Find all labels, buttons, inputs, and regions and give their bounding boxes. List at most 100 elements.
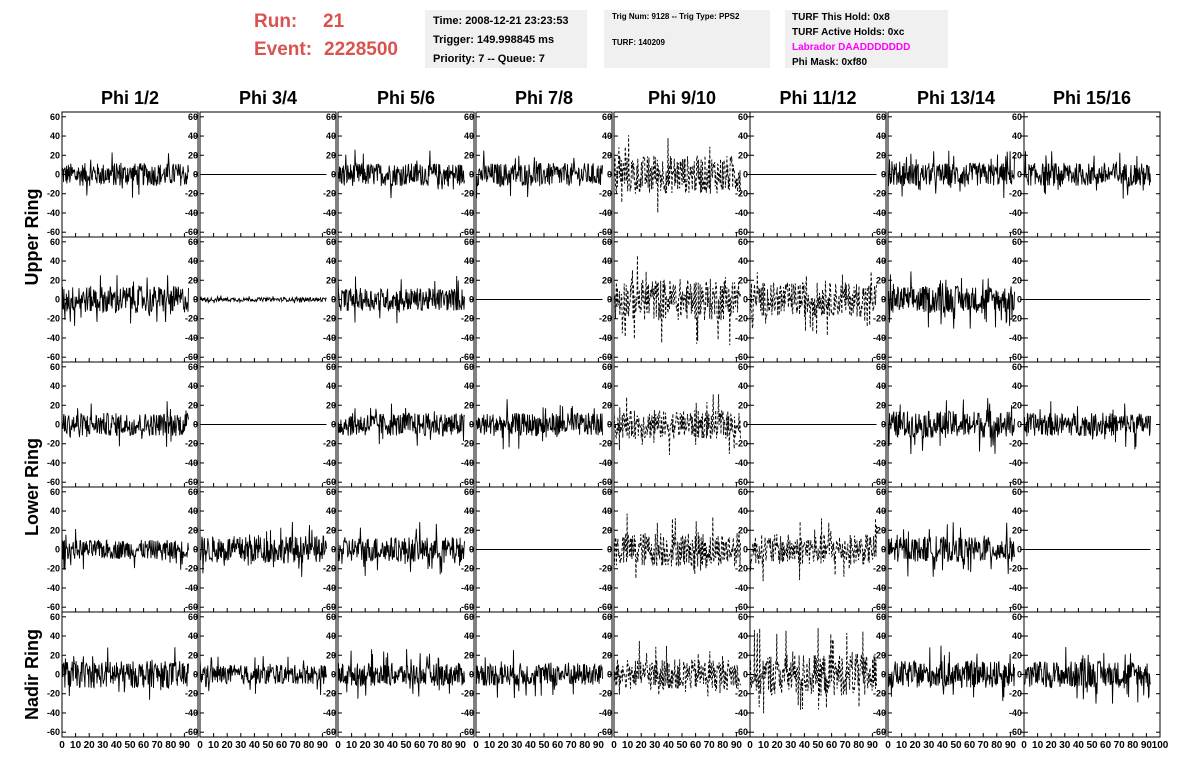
event-header: Run: 21 Event: 2228500 Time: 2008-12-21 23… (0, 0, 1196, 80)
y-tick-label: 60 (1012, 612, 1022, 622)
waveform-trace (199, 656, 327, 696)
y-tick-label: 40 (50, 131, 60, 141)
y-tick-label: 20 (738, 150, 748, 160)
y-tick-label: 40 (602, 506, 612, 516)
waveform-trace (337, 403, 465, 446)
y-tick-label: 20 (50, 525, 60, 535)
phi-mask-text: Phi Mask: 0xf80 (792, 57, 868, 68)
y-tick-label: 60 (602, 237, 612, 247)
x-tick-label: 80 (579, 740, 591, 751)
waveform-panel: -60 -40 -20 0 20 40 60 (323, 111, 475, 238)
y-tick-label: 0 (743, 670, 748, 680)
waveform-trace (887, 645, 1015, 702)
y-tick-label: 0 (331, 670, 336, 680)
waveform-panel: -60 -40 -20 0 20 40 60 (735, 486, 887, 613)
waveform-trace (1023, 401, 1151, 450)
y-tick-label: 20 (50, 275, 60, 285)
x-tick-label: 0 (611, 740, 617, 751)
y-tick-label: -20 (599, 189, 612, 199)
waveform-panel: -60 -40 -20 0 20 40 60 (873, 361, 1025, 488)
turf-num-text: TURF: 140209 (612, 38, 665, 47)
x-tick-label: 0 (885, 740, 891, 751)
y-tick-label: 0 (469, 420, 474, 430)
y-tick-label: -20 (1009, 564, 1022, 574)
x-tick-label: 0 (59, 740, 65, 751)
priority-text: Priority: 7 -- Queue: 7 (433, 53, 545, 65)
run-event-block: Run: 21 Event: 2228500 (254, 8, 398, 64)
y-tick-label: 60 (326, 112, 336, 122)
waveform-panel: -60 -40 -20 0 20 40 60 (185, 111, 337, 238)
waveform-panel: -60 -40 -20 0 20 40 60 (1009, 361, 1161, 488)
waveform-panel: -60 -40 -20 0 20 40 60 (323, 611, 475, 738)
waveform-trace (337, 149, 465, 199)
waveform-panel: -60 -40 -20 0 20 40 60 (599, 111, 751, 238)
y-tick-label: -40 (873, 208, 886, 218)
ring-label: Nadir Ring (22, 629, 42, 720)
y-tick-label: 20 (876, 400, 886, 410)
x-tick-label: 40 (663, 740, 675, 751)
y-tick-label: 60 (50, 112, 60, 122)
y-tick-label: 60 (738, 362, 748, 372)
x-tick-label: 50 (1086, 740, 1098, 751)
waveform-panel: -60 -40 -20 0 20 40 60 (323, 486, 475, 613)
y-tick-label: 20 (1012, 525, 1022, 535)
y-tick-label: 60 (326, 237, 336, 247)
x-tick-label: 80 (1127, 740, 1139, 751)
y-tick-label: 60 (876, 362, 886, 372)
x-tick-label: 70 (704, 740, 716, 751)
y-tick-label: 40 (50, 381, 60, 391)
y-tick-label: 20 (464, 650, 474, 660)
x-tick-label: 0 (1021, 740, 1027, 751)
y-tick-label: 40 (188, 506, 198, 516)
y-tick-label: 20 (50, 400, 60, 410)
x-tick-label: 80 (717, 740, 729, 751)
x-tick-label: 10 (896, 740, 908, 751)
y-tick-label: -60 (185, 352, 198, 362)
y-tick-label: 40 (602, 381, 612, 391)
waveform-trace (1023, 151, 1151, 199)
y-tick-label: 0 (193, 670, 198, 680)
waveform-trace (613, 394, 741, 455)
y-tick-label: -40 (47, 333, 60, 343)
y-tick-label: -60 (323, 602, 336, 612)
x-tick-label: 0 (473, 740, 479, 751)
y-tick-label: 60 (876, 237, 886, 247)
x-tick-label: 60 (1100, 740, 1112, 751)
y-tick-label: 60 (1012, 237, 1022, 247)
y-tick-label: 40 (188, 131, 198, 141)
y-tick-label: -60 (599, 602, 612, 612)
y-tick-label: 60 (464, 362, 474, 372)
y-tick-label: -60 (47, 727, 60, 737)
y-tick-label: 60 (326, 612, 336, 622)
waveform-panel: -60 -40 -20 0 20 40 60 (873, 236, 1025, 363)
y-tick-label: -60 (873, 727, 886, 737)
x-tick-label: 90 (179, 740, 191, 751)
y-tick-label: -60 (461, 477, 474, 487)
waveform-panel: -60 -40 -20 0 20 40 60 (873, 486, 1025, 613)
y-tick-label: 20 (464, 525, 474, 535)
y-tick-label: -20 (185, 439, 198, 449)
y-tick-label: 0 (607, 170, 612, 180)
y-tick-label: -60 (185, 602, 198, 612)
waveform-panel: -60 -40 -20 0 20 40 60 (47, 361, 199, 488)
y-tick-label: 0 (469, 295, 474, 305)
y-tick-label: -40 (735, 458, 748, 468)
y-tick-label: -60 (873, 602, 886, 612)
y-tick-label: 20 (738, 275, 748, 285)
y-tick-label: 60 (602, 612, 612, 622)
y-tick-label: -40 (599, 583, 612, 593)
y-tick-label: -40 (599, 708, 612, 718)
waveform-panel: -60 -40 -20 0 20 40 60 (323, 361, 475, 488)
y-tick-label: 40 (326, 256, 336, 266)
x-tick-label: 50 (812, 740, 824, 751)
x-tick-label: 40 (1073, 740, 1085, 751)
x-tick-label: 30 (649, 740, 661, 751)
waveform-trace (337, 274, 465, 324)
waveform-trace (749, 518, 877, 582)
x-tick-label: 100 (1152, 740, 1169, 751)
y-tick-label: 0 (1017, 420, 1022, 430)
y-tick-label: -20 (47, 689, 60, 699)
y-tick-label: -60 (185, 227, 198, 237)
y-tick-label: 20 (1012, 150, 1022, 160)
waveform-panel: -60 -40 -20 0 20 40 60 (735, 361, 887, 488)
